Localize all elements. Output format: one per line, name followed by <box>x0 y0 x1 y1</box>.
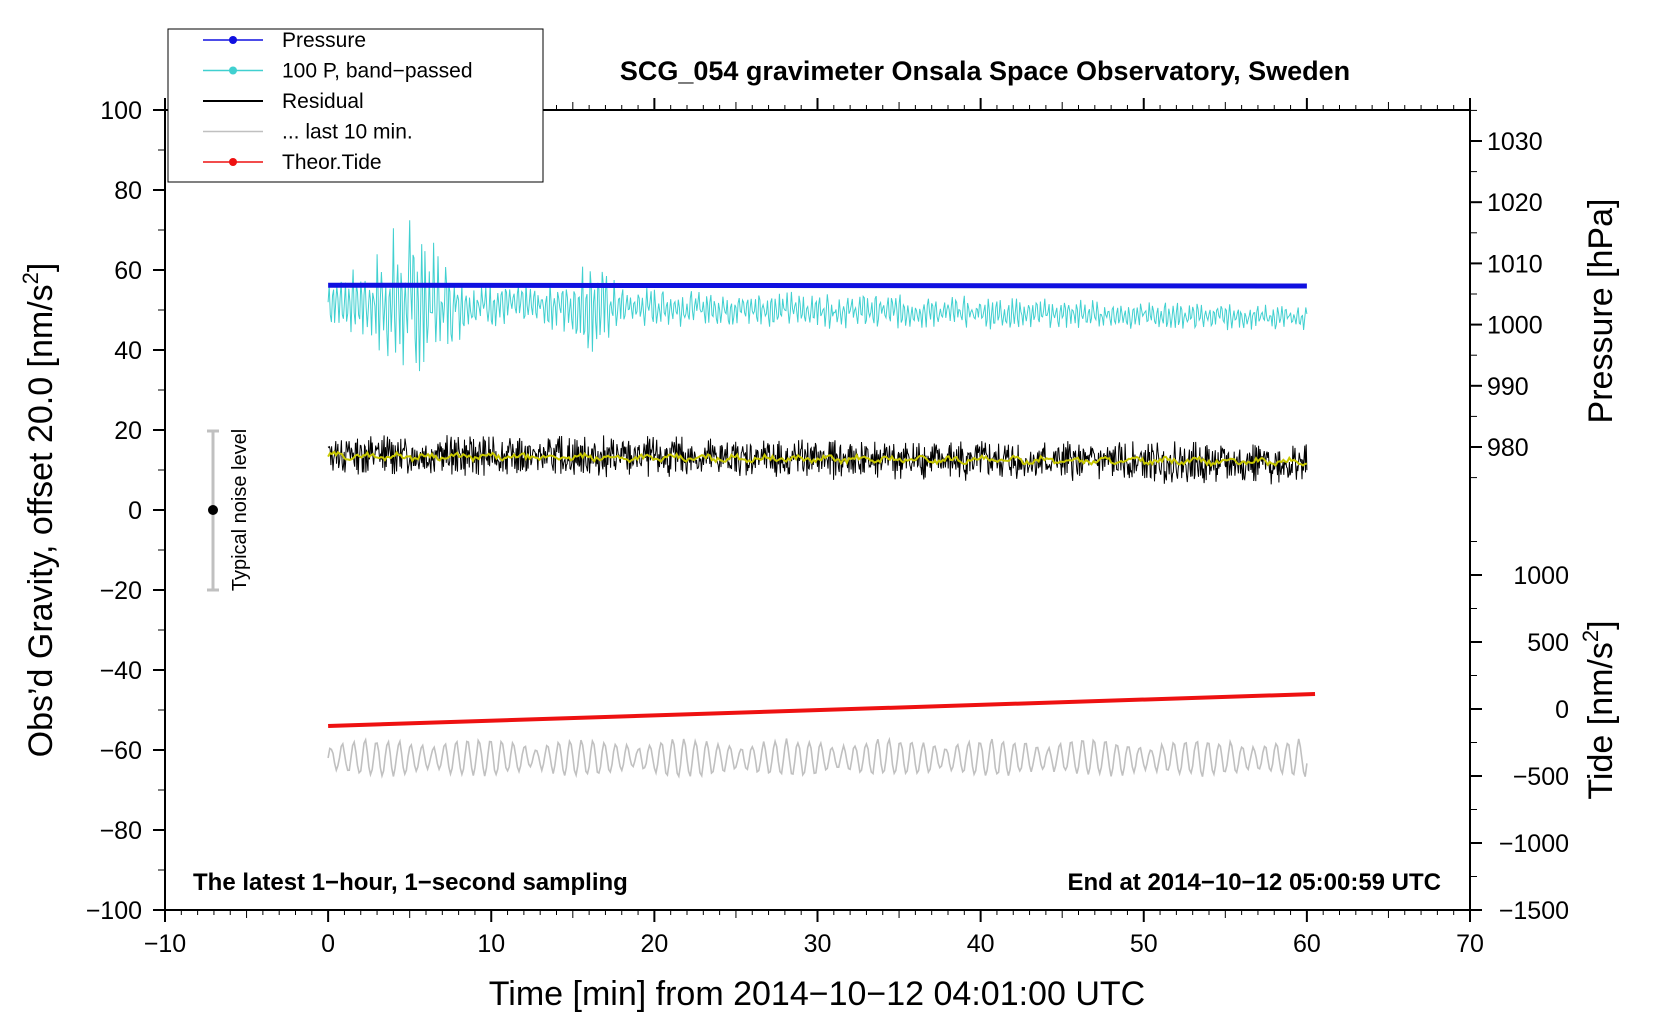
y-tick-label-7: 40 <box>114 337 142 365</box>
x-tick-label-8: 70 <box>1456 930 1484 958</box>
tide-title-main: Tide [nm/s <box>1582 642 1620 799</box>
tide-tick-label-5: 1000 <box>1513 562 1569 590</box>
y-left-title-end: ] <box>22 263 60 272</box>
pressure-tick-label-5: 1030 <box>1487 128 1543 156</box>
legend-label-1: 100 P, band−passed <box>282 60 473 83</box>
legend-entries: Pressure 100 P, band−passed Residual ... la… <box>203 29 473 174</box>
x-tick-label-5: 40 <box>967 930 995 958</box>
series-residual-smoothed <box>327 450 1308 468</box>
y-tick-label-3: −40 <box>100 657 142 685</box>
noise-bar-center <box>208 505 218 515</box>
noise-bar: Typical noise level <box>207 429 251 592</box>
y-tick-label-10: 100 <box>100 97 142 125</box>
y-tick-label-1: −80 <box>100 817 142 845</box>
tide-title-end: ] <box>1582 620 1620 629</box>
x-tick-label-1: 0 <box>321 930 335 958</box>
legend-marker-4 <box>229 158 237 166</box>
noise-bar-label: Typical noise level <box>229 429 251 591</box>
y-tick-label-4: −20 <box>100 577 142 605</box>
x-tick-label-0: −10 <box>144 930 186 958</box>
annotation-right: End at 2014−10−12 05:00:59 UTC <box>1067 869 1441 896</box>
legend-marker-1 <box>229 66 237 75</box>
pressure-tick-label-3: 1010 <box>1487 250 1543 278</box>
legend-marker-0 <box>229 36 237 44</box>
x-tick-label-2: 10 <box>477 930 505 958</box>
annotation-left: The latest 1−hour, 1−second sampling <box>193 869 628 896</box>
tide-tick-label-4: 500 <box>1527 629 1569 657</box>
x-tick-label-6: 50 <box>1130 930 1158 958</box>
y-tick-label-9: 80 <box>114 177 142 205</box>
legend-label-4: Theor.Tide <box>282 151 382 174</box>
y-tick-label-6: 20 <box>114 417 142 445</box>
y-left-title-main: Obs’d Gravity, offset 20.0 [nm/s <box>22 284 60 757</box>
chart-title: SCG_054 gravimeter Onsala Space Observat… <box>620 56 1350 86</box>
pressure-tick-label-1: 990 <box>1487 373 1529 401</box>
y-left-title-sup: 2 <box>18 272 43 284</box>
tide-axis-title: Tide [nm/s2] <box>1578 620 1620 799</box>
legend-label-0: Pressure <box>282 29 366 52</box>
tide-tick-label-0: −1500 <box>1499 897 1569 925</box>
x-tick-label-3: 20 <box>640 930 668 958</box>
y-tick-label-0: −100 <box>86 897 142 925</box>
x-tick-label-7: 60 <box>1293 930 1321 958</box>
legend: Pressure 100 P, band−passed Residual ... la… <box>167 28 544 183</box>
series-bandpassed-pressure <box>327 220 1308 372</box>
y-tick-label-8: 60 <box>114 257 142 285</box>
legend-label-2: Residual <box>282 90 364 113</box>
series-last-10-min <box>327 736 1308 779</box>
pressure-axis-title: Pressure [hPa] <box>1582 199 1620 424</box>
tide-tick-label-2: −500 <box>1513 763 1569 791</box>
series-layer <box>327 220 1316 779</box>
series-theoretical-tide <box>328 692 1316 728</box>
y-left-axis-title: Obs’d Gravity, offset 20.0 [nm/s2] <box>18 263 60 758</box>
legend-label-3: ... last 10 min. <box>282 121 413 144</box>
tide-title-sup: 2 <box>1578 630 1603 642</box>
plot-frame <box>164 109 1471 911</box>
pressure-tick-label-2: 1000 <box>1487 312 1543 340</box>
pressure-tick-label-0: 980 <box>1487 434 1529 462</box>
pressure-tick-label-4: 1020 <box>1487 189 1543 217</box>
legend-box <box>167 28 544 183</box>
x-tick-label-4: 30 <box>804 930 832 958</box>
x-axis-title: Time [min] from 2014−10−12 04:01:00 UTC <box>489 975 1145 1013</box>
ticks-layer: −10 0 10 20 30 40 50 60 70−100−80−60−40−20020406… <box>86 97 1569 958</box>
tide-tick-label-3: 0 <box>1555 696 1569 724</box>
y-tick-label-2: −60 <box>100 737 142 765</box>
tide-tick-label-1: −1000 <box>1499 830 1569 858</box>
series-pressure <box>328 282 1307 289</box>
y-tick-label-5: 0 <box>128 497 142 525</box>
